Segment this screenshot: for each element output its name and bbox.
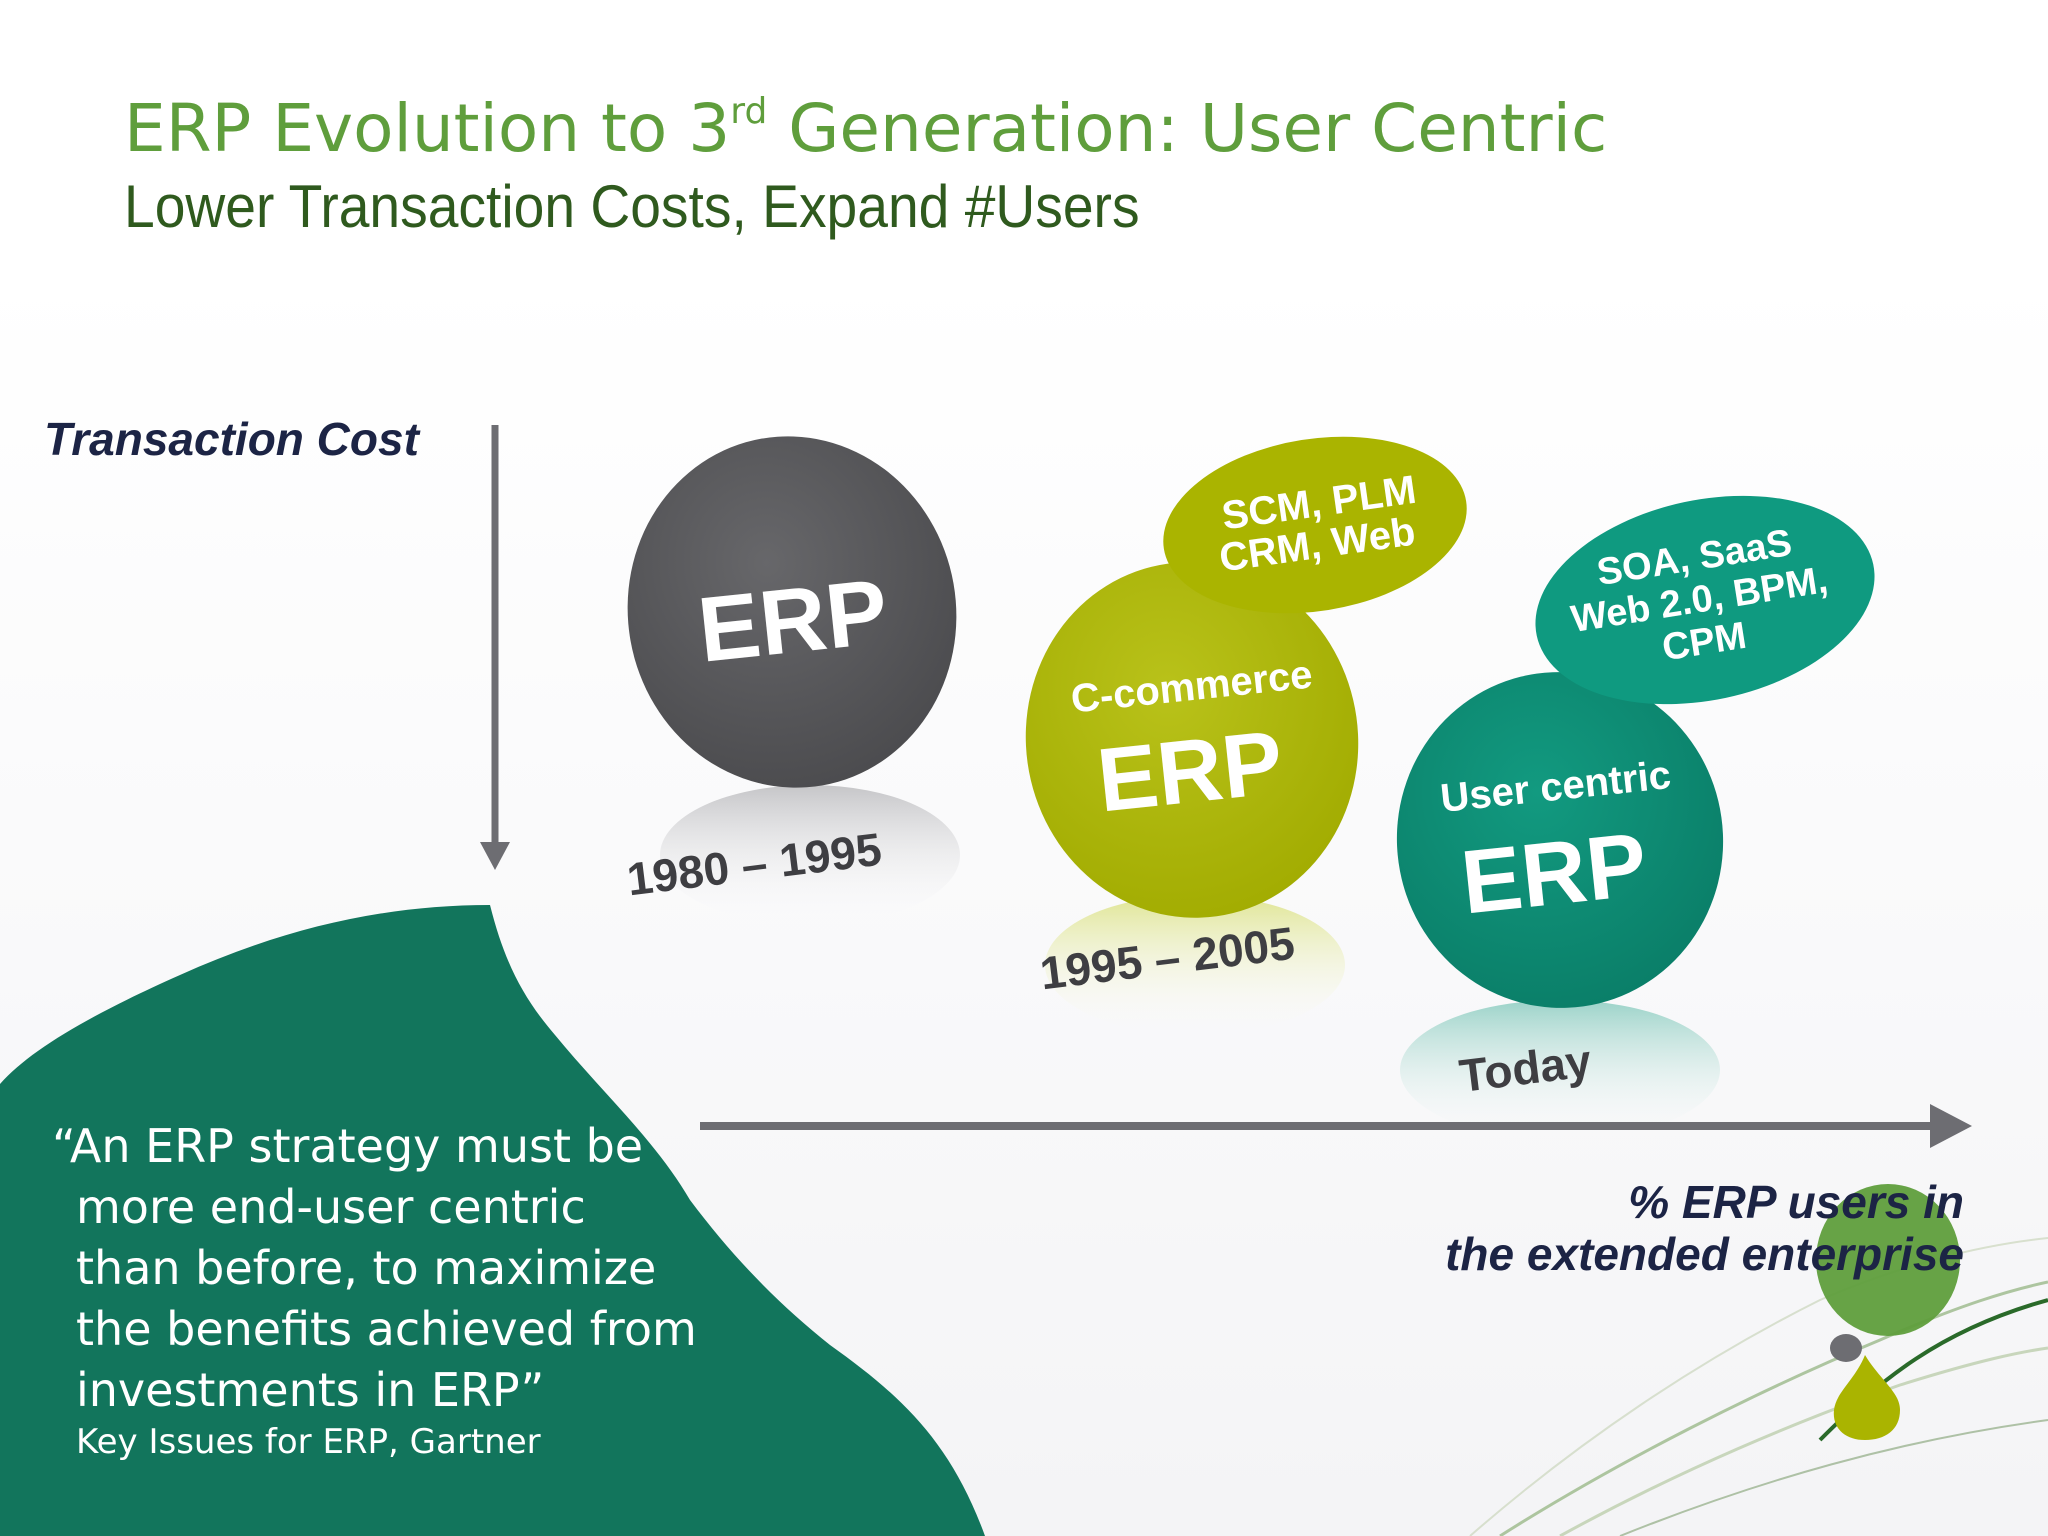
quote-line-4: the benefits achieved from xyxy=(76,1302,697,1356)
quote-line-3: than before, to maximize xyxy=(76,1241,657,1295)
gartner-quote: “An ERP strategy must be more end-user c… xyxy=(52,1116,697,1421)
y-axis-arrow xyxy=(480,425,510,870)
title-superscript: rd xyxy=(730,91,768,132)
stage-2-reflection xyxy=(1045,895,1345,1035)
title-prefix: ERP Evolution to 3 xyxy=(124,90,731,167)
page-subtitle: Lower Transaction Costs, Expand #Users xyxy=(124,173,1140,240)
y-axis-label: Transaction Cost xyxy=(44,413,419,465)
stage-2-label: ERP xyxy=(1093,713,1288,832)
stage-3-reflection xyxy=(1400,1000,1720,1140)
stage-3-bubble xyxy=(1535,495,1875,705)
x-axis-label-line2: the extended enterprise xyxy=(1445,1228,1964,1280)
x-axis-arrow xyxy=(700,1104,1972,1148)
stage-2-bubble xyxy=(1163,436,1467,614)
stage-2-circle xyxy=(1025,562,1359,918)
stage-3-label: ERP xyxy=(1457,815,1652,934)
quote-line-5: investments in ERP” xyxy=(76,1363,545,1417)
title-suffix: Generation: User Centric xyxy=(767,90,1608,167)
quote-blob xyxy=(0,905,985,1536)
stage-1-circle xyxy=(627,436,957,788)
stage-3-circle xyxy=(1396,672,1724,1008)
quote-line-2: more end-user centric xyxy=(76,1180,586,1234)
quote-attribution: Key Issues for ERP, Gartner xyxy=(76,1422,541,1462)
stage-1-reflection xyxy=(660,785,960,925)
x-axis-label-line1: % ERP users in xyxy=(1628,1176,1964,1228)
x-axis-label: % ERP users in the extended enterprise xyxy=(1445,1176,1964,1280)
quote-line-1: “An ERP strategy must be xyxy=(52,1119,644,1173)
stage-1-label: ERP xyxy=(694,560,893,681)
page-title: ERP Evolution to 3rd Generation: User Ce… xyxy=(124,90,1607,167)
decorative-leaf-swirl xyxy=(1469,1184,2048,1536)
